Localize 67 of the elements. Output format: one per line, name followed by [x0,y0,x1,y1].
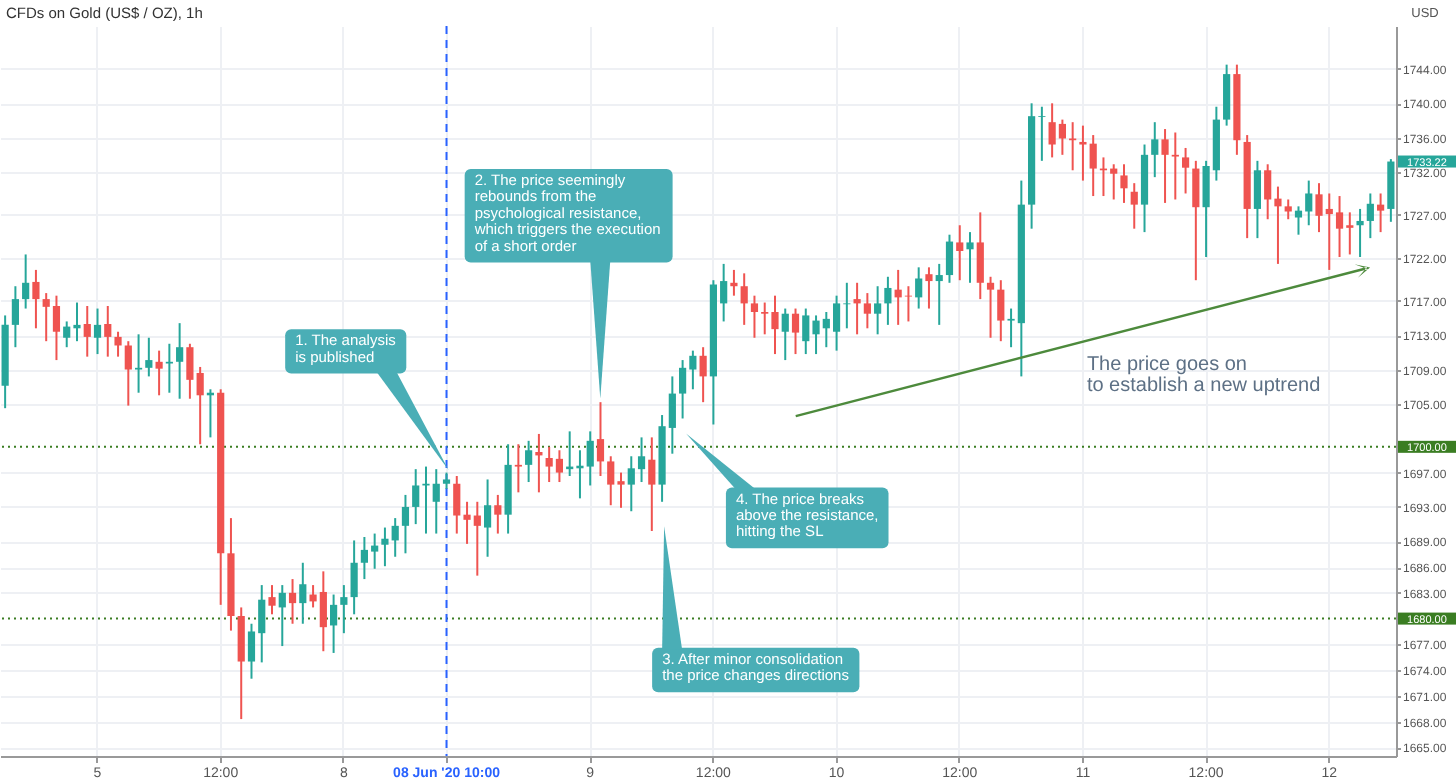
candlestick [330,593,338,654]
candlestick [401,493,410,555]
candlestick [483,478,492,558]
candlestick [1130,182,1138,230]
candlestick [155,349,163,397]
candlestick [1181,146,1190,195]
annotation: The price goes on to establish a new uptrend [1086,354,1321,398]
candlestick [134,333,143,394]
candlestick [268,584,276,616]
candlestick [966,231,974,284]
candlestick [997,279,1005,343]
candlestick [853,281,861,336]
candlestick [288,578,297,625]
candlestick [114,330,122,358]
candlestick [525,439,533,484]
candlestick [278,584,286,648]
candlestick [145,336,153,378]
candlestick [976,211,984,301]
candlestick [874,285,882,336]
candlestick [1161,128,1169,204]
candlestick [11,285,19,349]
candlestick [165,342,173,394]
candlestick [781,307,789,362]
candlestick [1223,63,1231,127]
candlestick [176,322,184,400]
candlestick [412,468,420,526]
candlestick [1264,163,1272,221]
candlestick [1366,192,1374,240]
candlestick [93,307,102,356]
candlestick [1356,207,1364,259]
candlestick [884,275,892,326]
candlestick [124,340,132,407]
candlestick [986,275,995,339]
candlestick [863,292,871,330]
candlestick [32,268,40,330]
candlestick [935,262,943,326]
candlestick [83,304,91,358]
candlestick [1387,158,1395,223]
candlestick [1151,121,1159,179]
candlestick [925,266,933,310]
candlestick [945,233,954,284]
candlestick [1274,185,1282,265]
candlestick [730,268,738,297]
candlestick [104,304,112,358]
candlestick [350,539,358,616]
candlestick [1284,198,1292,221]
candlestick [1253,159,1262,240]
candlestick [1120,163,1128,204]
candlestick [740,272,748,326]
candlestick [237,606,245,721]
candlestick [699,346,707,404]
candlestick [648,436,656,532]
candlestick [299,561,307,625]
candlestick [915,266,923,310]
candlestick [340,584,348,635]
candlestick [22,253,30,310]
candlestick [1377,192,1385,234]
candlestick [956,224,964,282]
candlestick [514,443,522,494]
candlestick [1192,159,1200,282]
candlestick [1171,131,1179,201]
candlestick [750,294,759,339]
candlestick [791,307,800,356]
candlestick [494,493,502,535]
candlestick [196,365,204,446]
candlestick [186,342,194,400]
candlestick [596,401,605,478]
